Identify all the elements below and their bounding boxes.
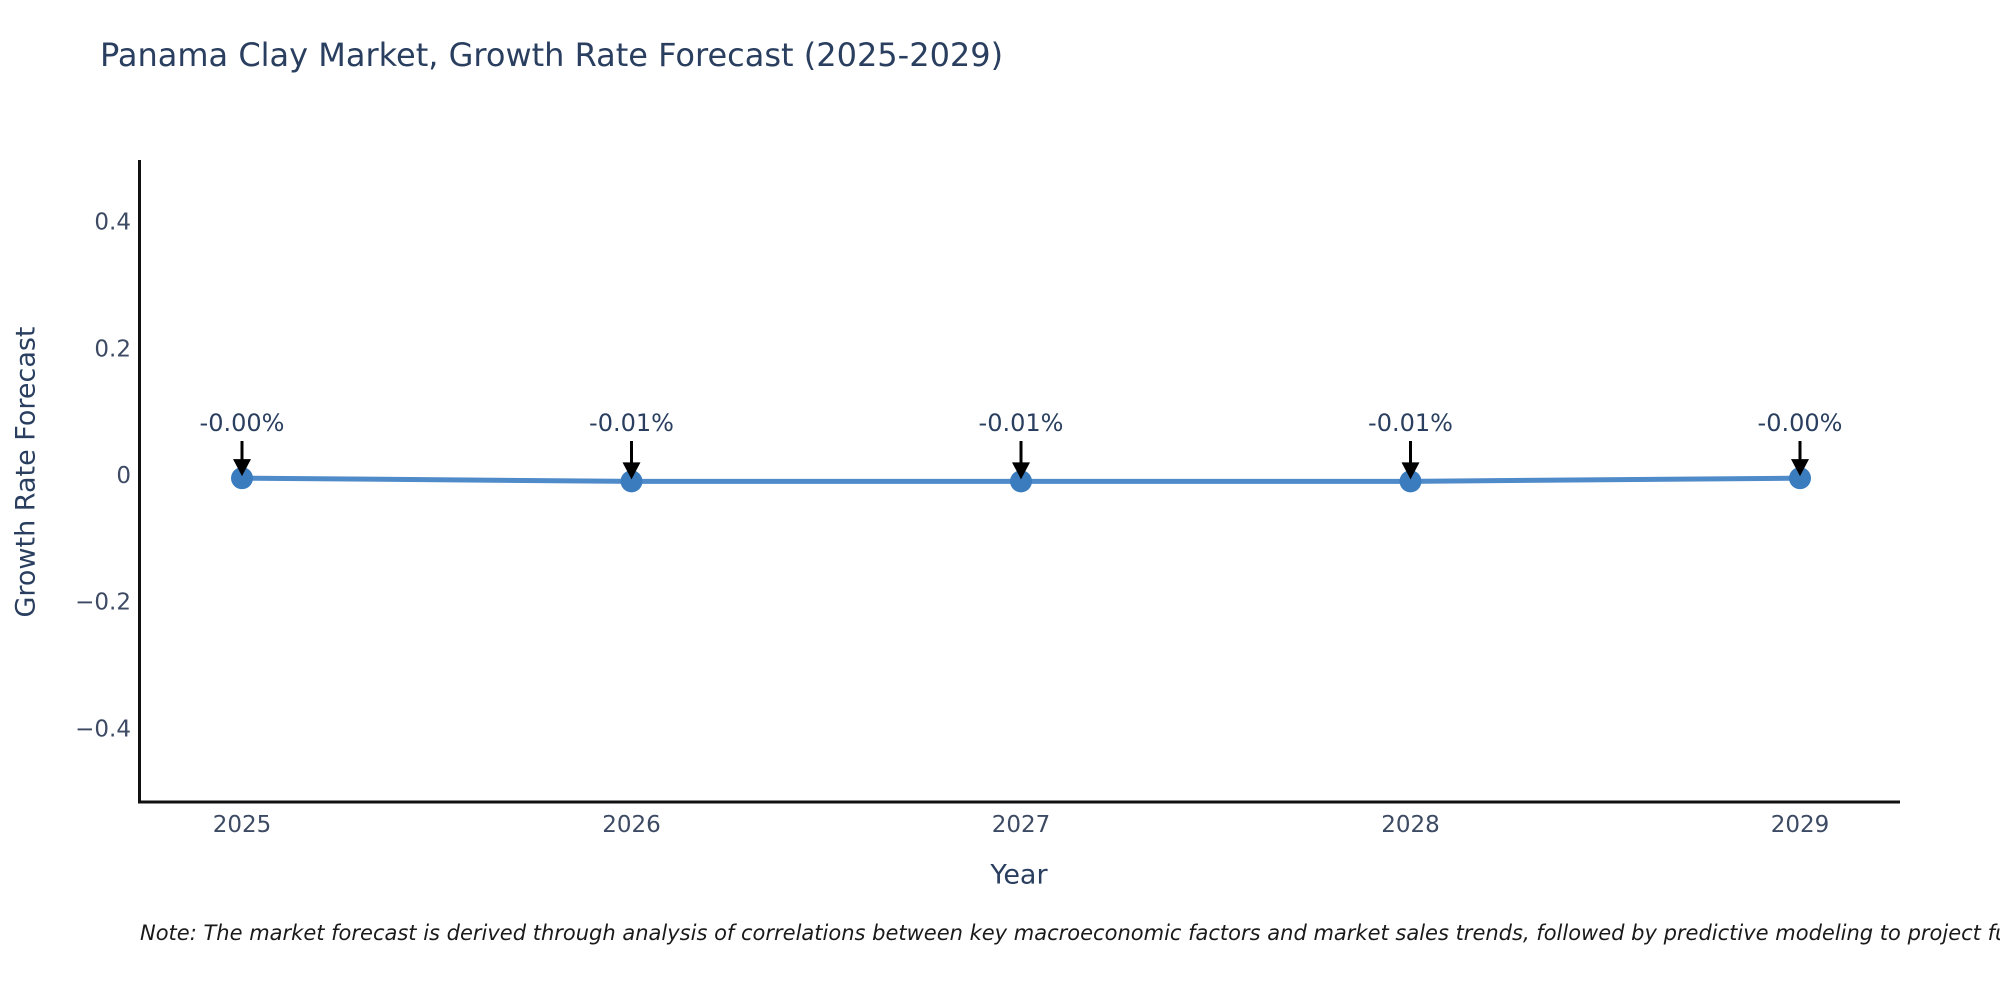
x-tick-label: 2028 [1381,812,1440,838]
x-tick-label: 2029 [1771,812,1830,838]
x-tick-label: 2026 [602,812,661,838]
annotation-arrowhead [1401,462,1420,480]
point-annotation: -0.01% [589,409,674,437]
x-axis-title: Year [990,859,1048,891]
annotation-arrowhead [233,459,251,477]
y-tick-label: 0.2 [94,336,131,362]
annotation-arrowhead [1791,459,1809,477]
chart-title: Panama Clay Market, Growth Rate Forecast… [100,36,1004,74]
data-point-marker [1399,470,1422,493]
x-tick-label: 2027 [992,812,1051,838]
x-tick-label: 2025 [213,812,272,838]
y-tick-label: −0.4 [75,716,131,742]
y-tick-label: −0.2 [75,590,131,616]
annotation-arrowhead [622,462,641,480]
point-annotation: -0.00% [1758,409,1843,437]
data-point-marker [1010,470,1032,493]
data-point-marker [231,467,253,490]
y-axis-title: Growth Rate Forecast [10,326,42,618]
y-tick-label: 0.4 [94,210,131,236]
footnote: Note: The market forecast is derived thr… [140,921,2000,945]
point-annotation: -0.01% [1368,409,1453,437]
annotation-arrowhead [1012,462,1030,480]
data-point-marker [1789,467,1811,490]
point-annotation: -0.00% [200,409,285,437]
point-annotation: -0.01% [979,409,1064,437]
y-tick-label: 0 [116,463,131,489]
data-point-marker [620,470,643,493]
